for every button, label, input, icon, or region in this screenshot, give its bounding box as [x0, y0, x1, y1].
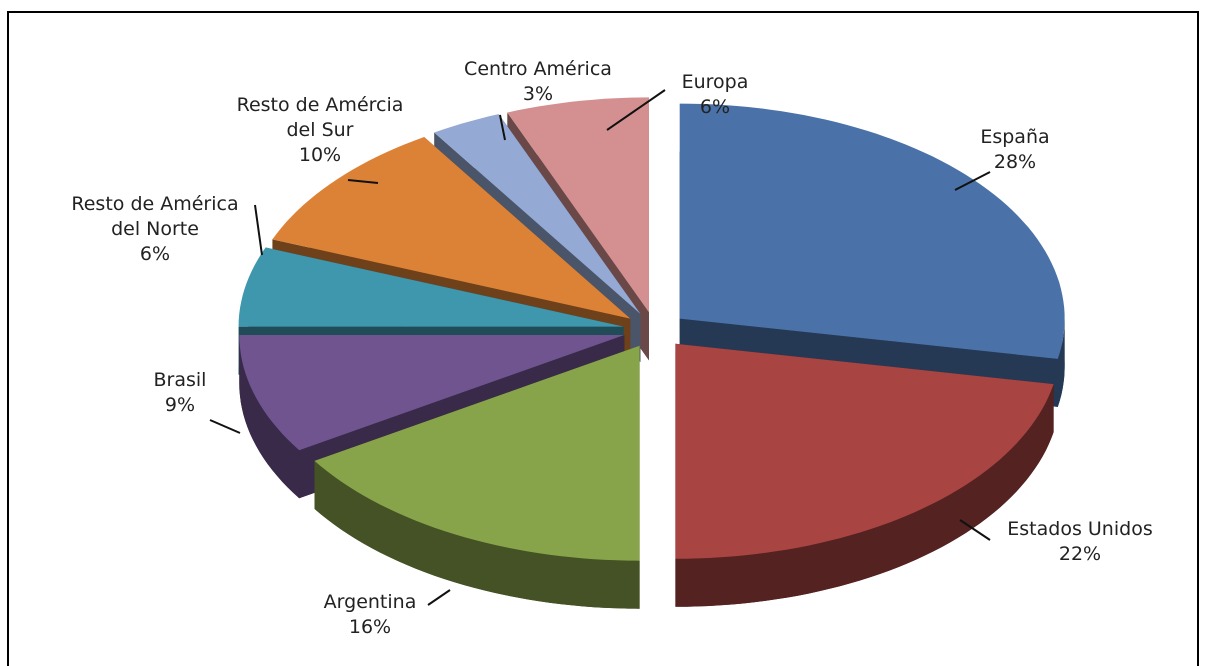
slice	[238, 247, 624, 327]
value-label: 3%	[522, 83, 554, 105]
category-label: Brasil	[153, 369, 207, 391]
slice-wall	[1057, 318, 1065, 407]
slice-label: Brasil 9%	[120, 368, 240, 418]
slice-wall	[314, 460, 640, 609]
category-label: Resto de América del Norte	[71, 193, 239, 240]
slice-label: Centro América 3%	[433, 57, 643, 107]
slice-label: Europa 6%	[650, 70, 780, 120]
slice	[314, 345, 640, 561]
value-label: 22%	[1058, 543, 1102, 565]
frame	[7, 11, 1199, 666]
leader-line	[347, 179, 379, 184]
value-label: 10%	[298, 144, 342, 166]
leader-line	[959, 519, 991, 541]
leader-line	[427, 589, 451, 606]
category-label: Resto de Amércia del Sur	[236, 94, 404, 141]
leader-line	[499, 114, 506, 141]
slice-wall	[675, 384, 1054, 607]
category-label: Argentina	[323, 591, 417, 613]
slice-wall	[239, 335, 300, 499]
slice-label: Estados Unidos 22%	[985, 517, 1175, 567]
slice-label: Resto de América del Norte 6%	[55, 192, 255, 267]
slice	[507, 97, 649, 313]
slice	[679, 103, 1065, 359]
slice	[434, 114, 641, 314]
slice	[272, 137, 631, 319]
slice-label: España 28%	[915, 125, 1115, 175]
slice	[675, 343, 1054, 559]
category-label: España	[980, 126, 1050, 148]
value-label: 16%	[348, 616, 392, 638]
value-label: 6%	[139, 243, 171, 265]
value-label: 6%	[699, 96, 731, 118]
leader-line	[954, 171, 991, 191]
slice	[239, 335, 625, 451]
leader-line	[606, 89, 666, 131]
category-label: Estados Unidos	[1007, 518, 1153, 540]
value-label: 9%	[164, 394, 196, 416]
slice-label: Argentina 16%	[290, 590, 450, 640]
category-label: Centro América	[464, 58, 612, 80]
leader-line	[209, 419, 241, 434]
value-label: 28%	[993, 151, 1037, 173]
category-label: Europa	[681, 71, 749, 93]
slice-label: Resto de Amércia del Sur 10%	[220, 93, 420, 168]
leader-line	[254, 204, 263, 256]
